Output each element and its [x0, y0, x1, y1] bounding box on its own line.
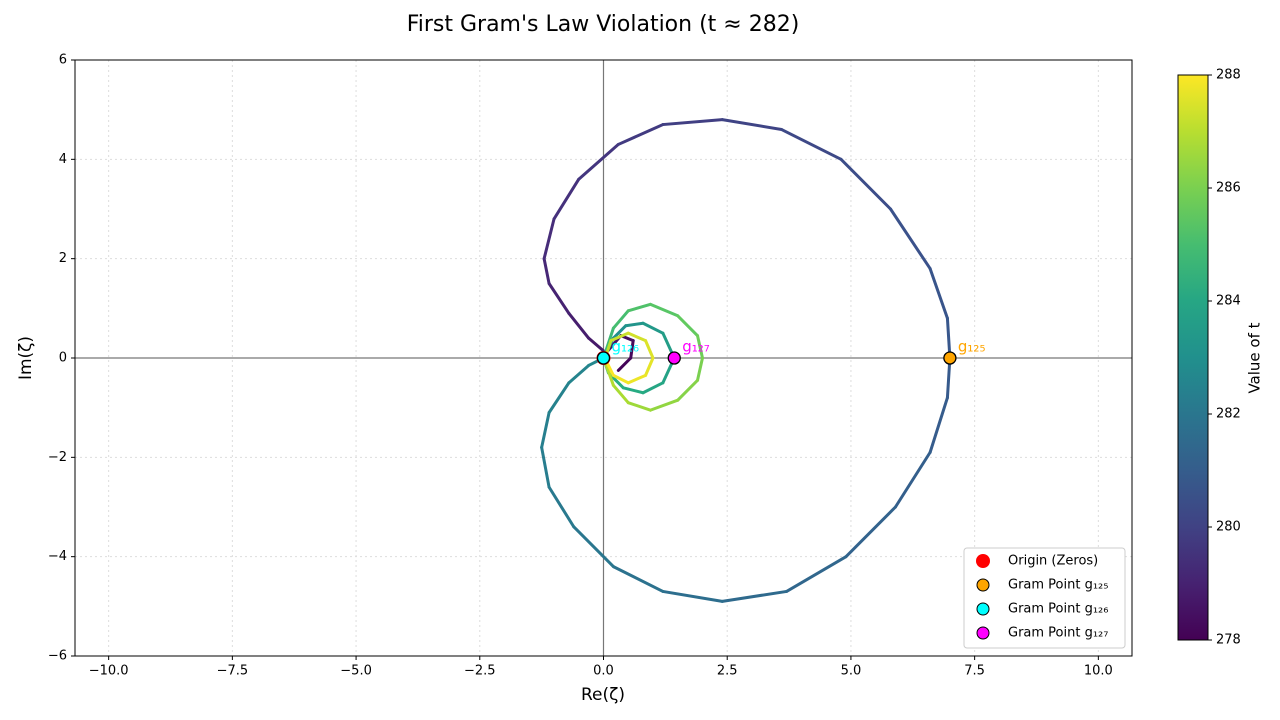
curve-segment — [611, 309, 630, 330]
colorbar-tick-label: 286 — [1216, 181, 1241, 196]
curve-segment — [696, 356, 704, 382]
point-label: g₁₂₆ — [612, 338, 640, 356]
curve-segment — [547, 485, 576, 529]
curve-segment — [676, 314, 700, 338]
curve-segment — [540, 445, 551, 489]
curve-segment — [928, 267, 949, 320]
curve-segment — [644, 356, 655, 377]
curve-segment — [547, 381, 571, 415]
x-tick-label: 10.0 — [1084, 664, 1113, 679]
curve-segment — [626, 401, 653, 412]
point-label: g₁₂₇ — [682, 338, 710, 356]
curve-segment — [547, 282, 571, 315]
curve-segment — [661, 589, 724, 603]
curve-segment — [785, 555, 848, 593]
curve-segment — [540, 411, 551, 449]
curve-segment — [893, 450, 932, 509]
curve-segment — [649, 302, 680, 318]
y-tick-label: 6 — [59, 53, 67, 68]
curve-segment — [616, 356, 633, 372]
colorbar-tick-label: 282 — [1216, 407, 1241, 422]
point-marker — [667, 351, 681, 365]
colorbar-tick-label: 278 — [1216, 633, 1241, 648]
curve-segment — [611, 383, 630, 405]
x-tick-label: 7.5 — [964, 664, 985, 679]
plot-frame — [74, 59, 1133, 657]
point-label: g₁₂₅ — [958, 338, 986, 356]
legend-marker — [976, 554, 990, 568]
x-tick-label: −7.5 — [217, 664, 249, 679]
curve-segment — [572, 525, 615, 569]
legend-label: Gram Point g₁₂₇ — [1008, 626, 1108, 641]
curve-segment — [641, 321, 665, 335]
curve-segment — [626, 331, 648, 343]
curve-segment — [649, 398, 680, 412]
curve-segment — [624, 321, 645, 328]
curve-segment — [587, 336, 608, 355]
y-tick-label: −6 — [48, 649, 67, 664]
x-tick-label: 5.0 — [841, 664, 862, 679]
curve-segment — [542, 257, 551, 285]
curve-segment — [611, 373, 630, 385]
colorbar-tick-label: 288 — [1216, 68, 1241, 83]
curve-segment — [611, 324, 628, 340]
curve-segment — [696, 334, 704, 360]
chart-title: First Gram's Law Violation (t ≈ 282) — [407, 12, 800, 37]
colorbar-tick-label: 280 — [1216, 520, 1241, 535]
curve-segment — [609, 331, 630, 343]
legend-box — [963, 547, 1126, 649]
legend-marker — [976, 626, 990, 640]
y-tick-label: 2 — [59, 251, 67, 266]
y-tick-label: −4 — [48, 549, 67, 564]
x-tick-label: −2.5 — [464, 664, 496, 679]
curve-segment — [611, 565, 665, 593]
y-axis-label: Im(ζ) — [16, 336, 36, 380]
curve-segment — [720, 118, 784, 132]
curve-segment — [577, 142, 620, 181]
legend-label: Gram Point g₁₂₆ — [1008, 602, 1108, 617]
curve-segment — [844, 505, 897, 559]
x-axis-label: Re(ζ) — [581, 685, 625, 705]
curve-segment — [889, 207, 932, 271]
curve-segment — [626, 373, 648, 385]
curve-segment — [641, 381, 665, 395]
curve-segment — [621, 386, 645, 395]
curve-segment — [661, 118, 724, 127]
curve-segment — [720, 589, 789, 603]
colorbar — [1177, 74, 1209, 641]
curve-segment — [567, 311, 591, 340]
y-tick-label: 4 — [59, 152, 67, 167]
y-tick-label: −2 — [48, 450, 67, 465]
point-marker — [596, 351, 611, 365]
legend-label: Origin (Zeros) — [1008, 554, 1098, 569]
x-tick-label: 0.0 — [593, 664, 614, 679]
curve-segment — [780, 128, 843, 161]
colorbar-label: Value of t — [1246, 322, 1264, 393]
curve-segment — [542, 217, 556, 261]
curve-segment — [928, 396, 949, 454]
y-tick-label: 0 — [59, 351, 67, 366]
colorbar-tick-label: 284 — [1216, 294, 1241, 309]
curve-segment — [552, 177, 581, 221]
x-tick-label: −5.0 — [340, 664, 372, 679]
x-tick-label: 2.5 — [717, 664, 738, 679]
curve-segment — [839, 157, 893, 211]
curve-segment — [616, 123, 665, 146]
curve-segment — [567, 363, 591, 385]
legend-label: Gram Point g₁₂₅ — [1008, 578, 1108, 593]
curve-segment — [644, 339, 655, 360]
x-tick-label: −10.0 — [89, 664, 129, 679]
curve-segment — [602, 358, 615, 387]
point-marker — [943, 351, 957, 365]
curve-segment — [676, 378, 700, 402]
legend-marker — [976, 578, 990, 592]
curve-segment — [626, 302, 653, 313]
curve-segment — [629, 339, 635, 360]
legend-marker — [976, 602, 990, 616]
